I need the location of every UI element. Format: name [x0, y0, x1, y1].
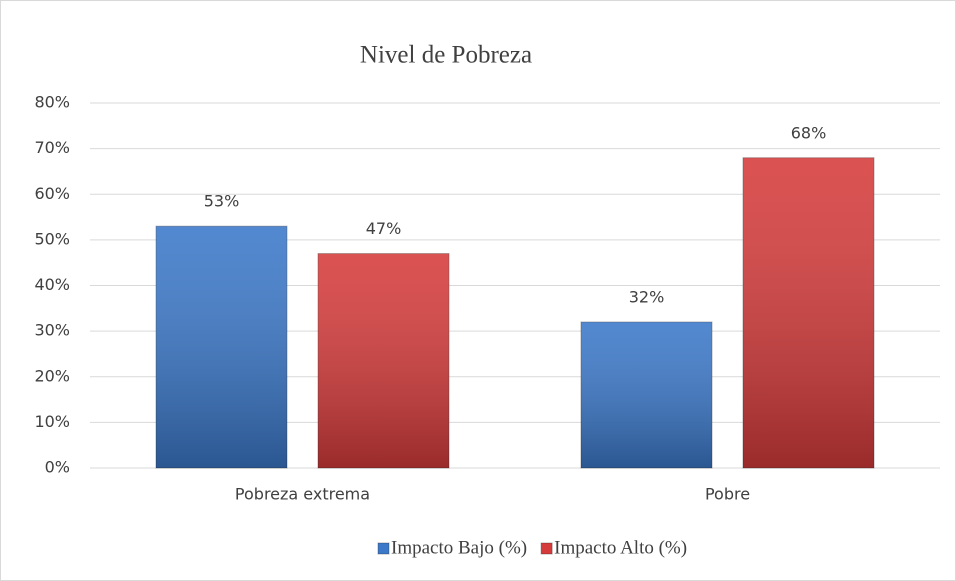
data-label: 53%	[204, 192, 240, 211]
x-tick-label: Pobreza extrema	[235, 485, 370, 504]
y-tick-label: 40%	[34, 275, 70, 294]
y-tick-label: 20%	[34, 366, 70, 385]
bar-shade	[581, 322, 712, 468]
bar-shade	[743, 157, 874, 468]
data-label: 68%	[791, 123, 827, 142]
data-label: 32%	[629, 288, 665, 307]
y-tick-label: 10%	[34, 412, 70, 431]
y-tick-label: 0%	[45, 458, 70, 477]
y-tick-label: 80%	[34, 93, 70, 112]
x-tick-label: Pobre	[705, 485, 750, 504]
y-tick-label: 50%	[34, 229, 70, 248]
legend-swatch	[377, 542, 390, 555]
bar-shade	[318, 253, 449, 468]
legend-swatch	[540, 542, 553, 555]
bar-shade	[156, 226, 287, 468]
legend-label: Impacto Alto (%)	[554, 537, 687, 558]
y-tick-label: 70%	[34, 138, 70, 157]
y-tick-label: 30%	[34, 321, 70, 340]
data-label: 47%	[366, 219, 402, 238]
y-tick-label: 60%	[34, 184, 70, 203]
legend-label: Impacto Bajo (%)	[391, 537, 527, 558]
chart-title: Nivel de Pobreza	[360, 42, 532, 69]
